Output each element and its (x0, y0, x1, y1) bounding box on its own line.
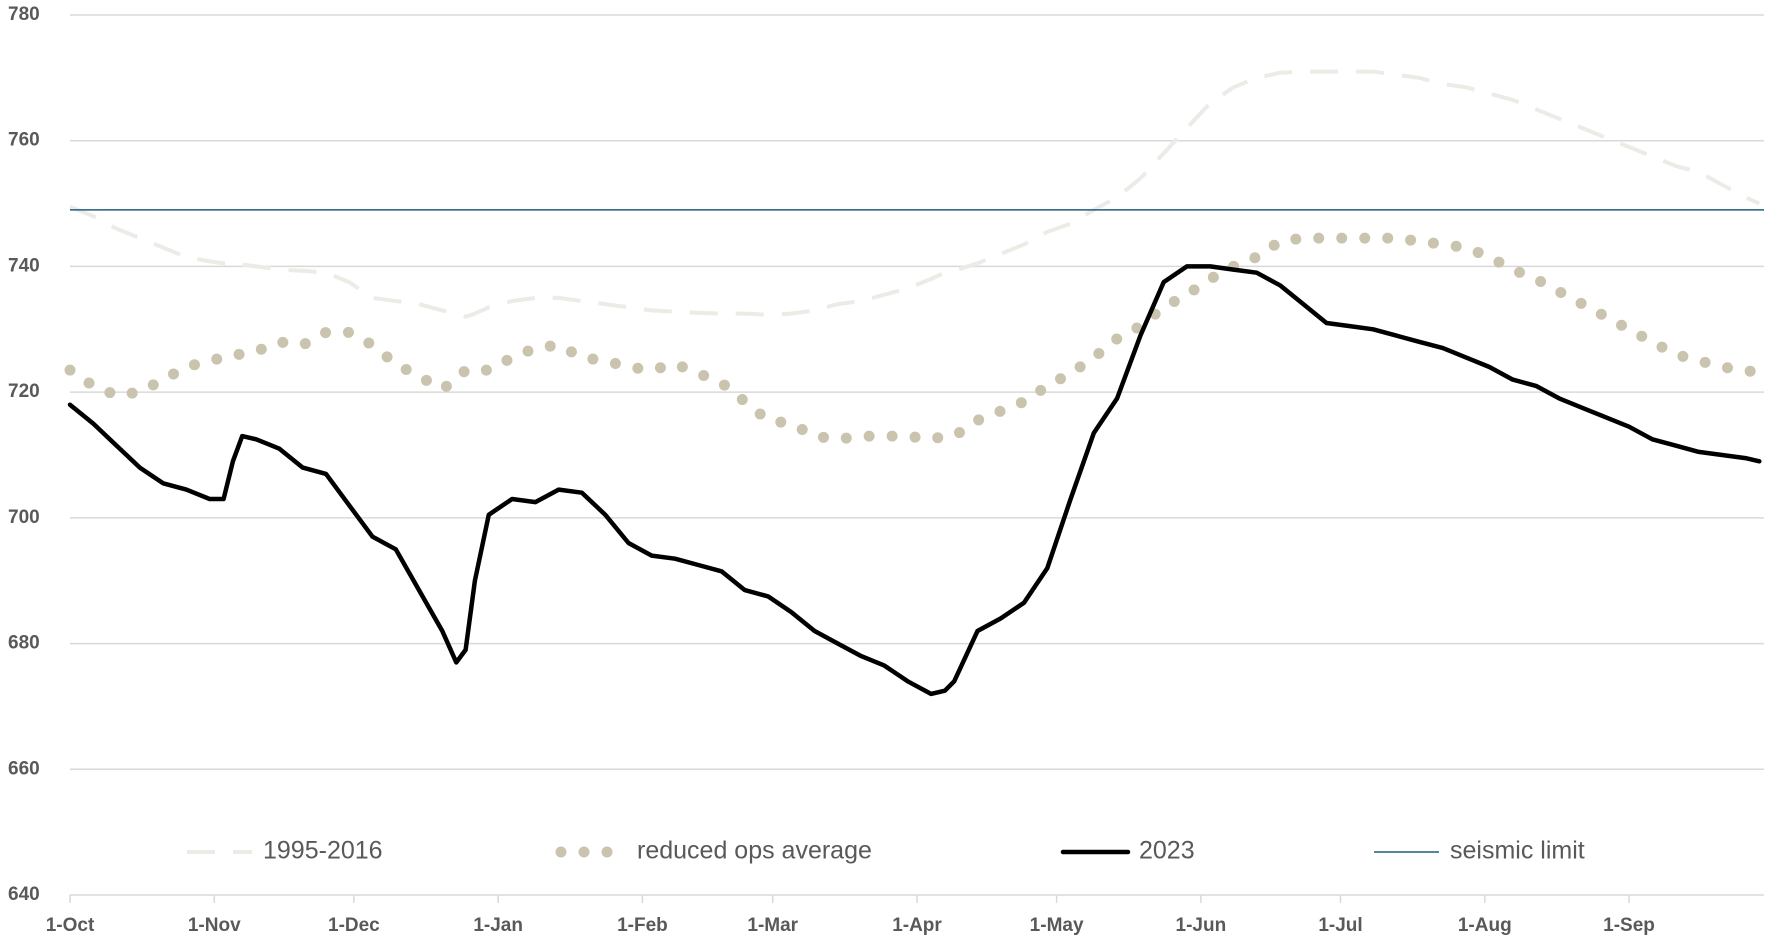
x-tick-label: 1-Jun (1176, 915, 1227, 936)
y-tick-label: 680 (8, 633, 40, 654)
x-tick-label: 1-Jul (1318, 915, 1362, 936)
legend-label: 2023 (1139, 837, 1195, 865)
x-tick-label: 1-Oct (46, 915, 95, 936)
x-tick-label: 1-Aug (1458, 915, 1512, 936)
y-tick-label: 780 (8, 4, 40, 25)
x-tick-label: 1-Dec (328, 915, 380, 936)
y-tick-label: 740 (8, 255, 40, 276)
x-tick-label: 1-Nov (188, 915, 241, 936)
legend-label: seismic limit (1450, 837, 1585, 865)
y-tick-label: 760 (8, 130, 40, 151)
x-tick-label: 1-Sep (1603, 915, 1655, 936)
series-line (69, 69, 1761, 319)
x-tick-label: 1-Apr (892, 915, 942, 936)
legend-label: reduced ops average (637, 837, 872, 865)
x-tick-label: 1-May (1030, 915, 1084, 936)
legend-label: 1995-2016 (263, 837, 383, 865)
series-line (67, 264, 1762, 697)
y-tick-label: 640 (8, 884, 40, 905)
y-tick-label: 720 (8, 381, 40, 402)
x-tick-label: 1-Feb (617, 915, 668, 936)
y-tick-label: 700 (8, 507, 40, 528)
y-tick-label: 660 (8, 758, 40, 779)
series-line (64, 232, 1765, 445)
x-tick-label: 1-Mar (747, 915, 798, 936)
x-tick-label: 1-Jan (473, 915, 523, 936)
